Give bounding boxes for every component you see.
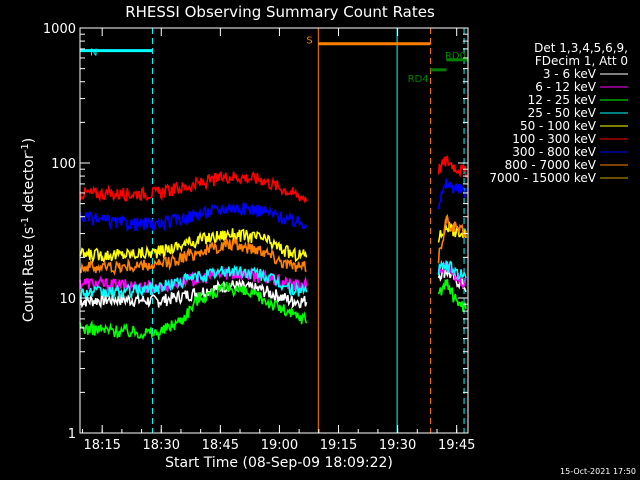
series-line-4-part-0	[79, 228, 308, 264]
legend-label-4: 50 - 100 keV	[520, 119, 597, 133]
legend-label-6: 300 - 800 keV	[512, 145, 596, 159]
x-tick-label-4: 19:15	[320, 438, 357, 453]
legend-label-2: 12 - 25 keV	[528, 93, 597, 107]
y-tick-label-3: 1000	[43, 22, 76, 37]
series-line-7-part-0	[79, 236, 307, 276]
series-line-7-part-1	[437, 213, 467, 264]
legend-label-5: 100 - 300 keV	[512, 132, 596, 146]
series-line-3-part-0	[79, 264, 308, 301]
y-axis: 1 10 100 1000	[43, 22, 468, 442]
y-tick-label-0: 1	[68, 427, 76, 442]
annotation-label-s: S	[306, 36, 312, 47]
x-axis: 18:15 18:30 18:45 19:00 19:15 19:30 19:45	[81, 28, 475, 453]
annotation-label-n: N	[90, 48, 97, 59]
legend-label-7: 800 - 7000 keV	[505, 158, 597, 172]
y-tick-label-1: 10	[59, 292, 76, 307]
legend-header-1: FDecim 1, Att 0	[535, 54, 628, 68]
x-tick-label-2: 18:45	[202, 438, 239, 453]
series-line-1-part-1	[437, 259, 467, 289]
series-line-3-part-1	[437, 259, 467, 281]
series-line-2-part-0	[79, 281, 308, 340]
legend-label-1: 6 - 12 keV	[535, 80, 597, 94]
legend-label-8: 7000 - 15000 keV	[489, 171, 596, 185]
annotation-label-rd0: RD0	[445, 51, 466, 62]
legend: Det 1,3,4,5,6,9,FDecim 1, Att 03 - 6 keV…	[489, 41, 628, 185]
y-axis-label: Count Rate (s-1 detector-1)	[20, 138, 37, 322]
x-tick-label-5: 19:30	[379, 438, 416, 453]
series-line-6-part-1	[437, 178, 467, 210]
x-tick-label-3: 19:00	[261, 438, 298, 453]
annotation-label-rd4: RD4	[408, 74, 429, 85]
x-tick-label-6: 19:45	[438, 438, 475, 453]
series-line-5-part-0	[79, 170, 308, 204]
series-line-2-part-1	[437, 279, 467, 312]
legend-label-3: 25 - 50 keV	[528, 106, 597, 120]
chart-title: RHESSI Observing Summary Count Rates	[125, 3, 435, 21]
series-line-6-part-0	[79, 202, 308, 233]
legend-header-0: Det 1,3,4,5,6,9,	[534, 41, 628, 55]
annotation-bars: N S RD4 RD0	[80, 36, 468, 85]
x-tick-label-1: 18:30	[143, 438, 180, 453]
series-group	[79, 155, 467, 340]
y-tick-label-2: 100	[51, 157, 76, 172]
plot-frame	[79, 27, 469, 434]
series-line-5-part-1	[437, 155, 467, 178]
footer-date: 15-Oct-2021 17:50	[560, 467, 636, 476]
legend-label-0: 3 - 6 keV	[543, 67, 597, 81]
x-tick-label-0: 18:15	[83, 438, 120, 453]
x-axis-label: Start Time (08-Sep-09 18:09:22)	[165, 455, 393, 471]
